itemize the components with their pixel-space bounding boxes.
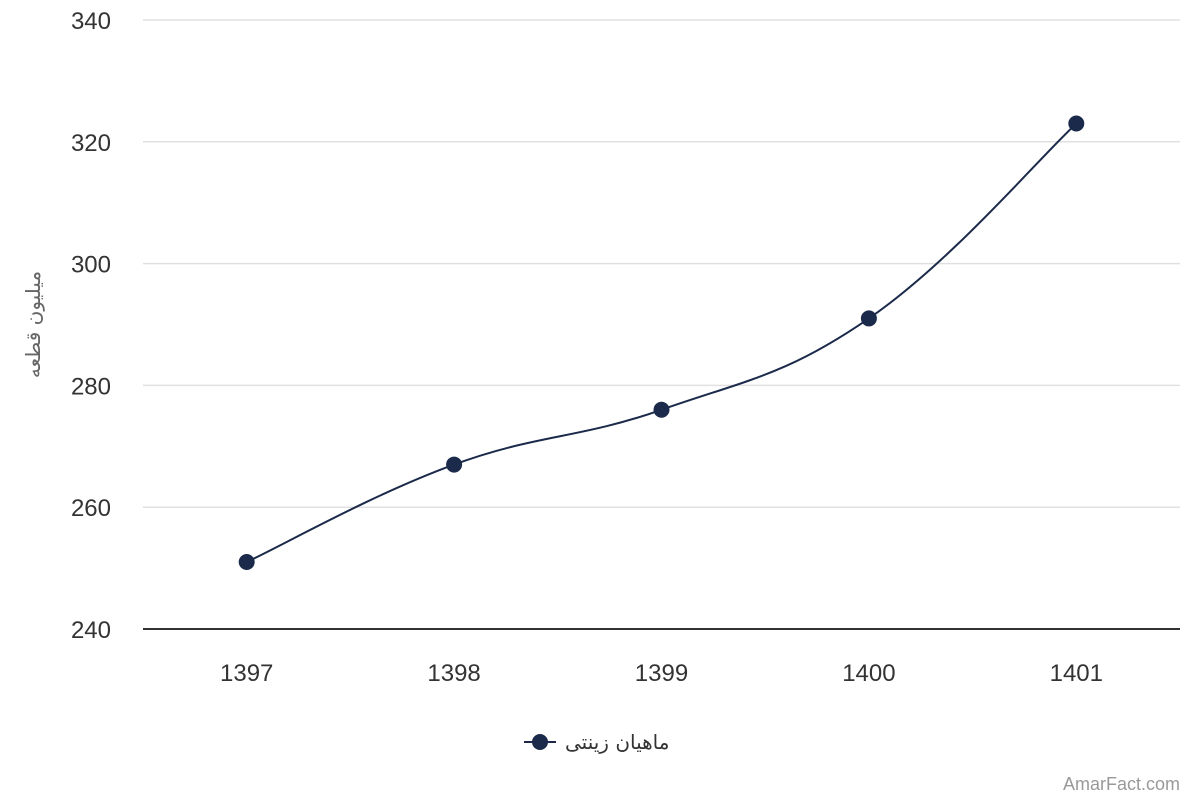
series-line — [246, 122, 1077, 563]
legend-label: ماهیان زینتی — [565, 730, 670, 754]
x-tick-label: 1400 — [842, 660, 895, 687]
data-point[interactable] — [653, 401, 670, 418]
y-tick-label: 300 — [71, 252, 111, 279]
x-axis-ticks: 1397 1398 1399 1400 1401 — [220, 660, 1103, 687]
y-tick-label: 240 — [71, 617, 111, 644]
data-point[interactable] — [860, 310, 877, 327]
y-tick-label: 280 — [71, 373, 111, 400]
y-axis-label: میلیون قطعه — [21, 271, 45, 378]
y-tick-label: 260 — [71, 495, 111, 522]
legend-marker — [532, 734, 548, 750]
data-point[interactable] — [238, 554, 255, 571]
legend[interactable]: ماهیان زینتی — [524, 730, 670, 754]
grid-layer — [143, 19, 1180, 630]
series-layer — [238, 115, 1085, 571]
data-point[interactable] — [1068, 115, 1085, 132]
x-tick-label: 1397 — [220, 660, 273, 687]
x-tick-label: 1398 — [427, 660, 480, 687]
data-point[interactable] — [446, 456, 463, 473]
y-tick-label: 340 — [71, 8, 111, 35]
y-tick-label: 320 — [71, 130, 111, 157]
x-tick-label: 1401 — [1050, 660, 1103, 687]
y-axis-ticks: 240 260 280 300 320 340 — [71, 8, 111, 644]
x-tick-label: 1399 — [635, 660, 688, 687]
credit-text[interactable]: AmarFact.com — [1063, 774, 1180, 794]
